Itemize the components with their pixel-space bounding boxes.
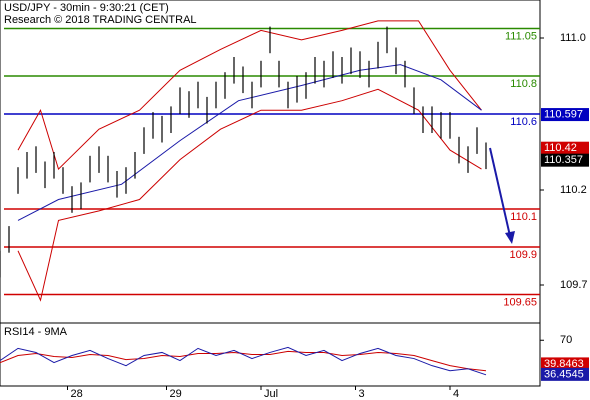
rsi-tag [541, 357, 589, 371]
forecast-arrow [489, 147, 511, 237]
plot-frame [0, 0, 541, 387]
x-tick-label: 29 [170, 388, 182, 400]
forecast-arrow-head [505, 231, 515, 244]
x-tick-label: 4 [453, 388, 459, 400]
rsi-tag [541, 367, 589, 381]
level-label: 109.65 [503, 296, 537, 308]
plot-layer [0, 20, 540, 376]
price-tag-label: 110.597 [544, 108, 583, 120]
rsi-y-tick-label: 70 [560, 334, 572, 346]
x-tick-label: Jul [264, 388, 278, 400]
price-tag [541, 153, 589, 167]
moving-average [17, 64, 482, 221]
price-tag-label: 110.357 [544, 154, 583, 166]
rsi-ma-line [0, 350, 487, 372]
level-label: 111.05 [505, 30, 537, 42]
price-tag-label: 110.42 [544, 142, 577, 154]
y-tick-label: 111.0 [560, 32, 586, 44]
level-label: 109.9 [509, 249, 537, 261]
price-tag [541, 108, 589, 122]
x-tick-label: 3 [359, 388, 365, 400]
rsi-title: RSI14 - 9MA [4, 326, 68, 338]
x-tick-label: 28 [71, 388, 83, 400]
rsi-line [0, 346, 487, 376]
level-label: 110.1 [510, 211, 537, 223]
level-label: 110.8 [510, 78, 537, 90]
chart-title: USD/JPY - 30min - 9:30:21 (CET) [4, 2, 169, 14]
rsi-tag-label: 36.4545 [544, 368, 584, 380]
y-tick-label: 109.7 [560, 279, 588, 291]
level-label: 110.6 [510, 116, 537, 128]
price-tag [541, 141, 589, 155]
rsi-tag-label: 39.8463 [544, 358, 584, 370]
y-tick-label: 110.2 [560, 184, 587, 196]
bollinger-upper [17, 20, 482, 171]
chart-subtitle: Research © 2018 TRADING CENTRAL [4, 14, 197, 26]
bollinger-lower [17, 88, 482, 302]
